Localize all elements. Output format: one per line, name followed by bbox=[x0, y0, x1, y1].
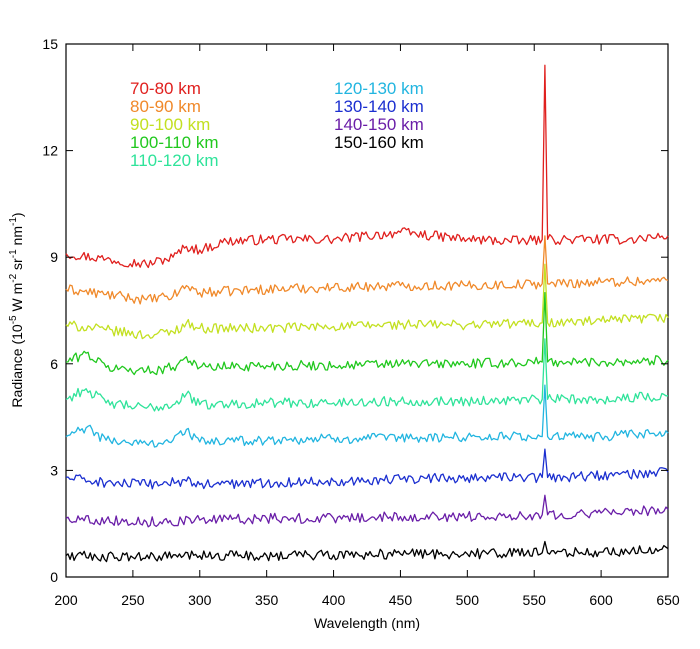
y-axis-title-part: Radiance (10 bbox=[9, 324, 25, 407]
legend-item: 110-120 km bbox=[130, 151, 219, 170]
legend-item: 70-80 km bbox=[130, 79, 201, 98]
y-axis-title-part: nm bbox=[9, 226, 25, 249]
y-tick-label: 6 bbox=[50, 356, 58, 372]
plot-frame bbox=[65, 43, 669, 578]
series-line bbox=[65, 540, 669, 563]
y-tick-label: 12 bbox=[42, 143, 58, 159]
x-tick-label: 550 bbox=[523, 592, 547, 608]
x-tick-label: 400 bbox=[322, 592, 346, 608]
legend-item: 150-160 km bbox=[334, 133, 424, 152]
legend-item: 100-110 km bbox=[130, 133, 219, 152]
x-tick-label: 350 bbox=[255, 592, 279, 608]
legend-item: 80-90 km bbox=[130, 97, 201, 116]
y-tick-label: 0 bbox=[50, 569, 58, 585]
series-line bbox=[65, 263, 669, 340]
series-layer bbox=[65, 64, 669, 563]
x-tick-label: 650 bbox=[656, 592, 680, 608]
y-axis-title-exp: -1 bbox=[8, 217, 19, 226]
x-tick-label: 600 bbox=[589, 592, 613, 608]
x-tick-label: 250 bbox=[121, 592, 145, 608]
legend-item: 130-140 km bbox=[334, 97, 424, 116]
series-line bbox=[65, 448, 669, 490]
x-tick-label: 450 bbox=[389, 592, 413, 608]
y-axis-title-exp: -1 bbox=[8, 249, 19, 258]
y-axis: 0 3 6 9 12 15 bbox=[42, 36, 668, 585]
legend-item: 90-100 km bbox=[130, 115, 210, 134]
y-axis-title-exp: -5 bbox=[8, 315, 19, 324]
legend-item: 140-150 km bbox=[334, 115, 424, 134]
y-tick-label: 3 bbox=[50, 462, 58, 478]
x-axis-title: Wavelength (nm) bbox=[314, 615, 420, 631]
series-line bbox=[65, 292, 669, 376]
y-axis-title: Radiance (10-5 W m-2 sr-1 nm-1) bbox=[8, 212, 25, 407]
x-tick-label: 300 bbox=[188, 592, 212, 608]
series-line bbox=[65, 64, 669, 269]
legend-item: 120-130 km bbox=[334, 79, 424, 98]
y-axis-title-exp: -2 bbox=[8, 273, 19, 282]
y-axis-title-part: W m bbox=[9, 283, 25, 316]
x-tick-label: 500 bbox=[456, 592, 480, 608]
series-line bbox=[65, 494, 669, 528]
x-axis: 200 250 300 350 400 450 500 550 600 650 bbox=[54, 44, 680, 608]
y-axis-title-part: ) bbox=[9, 212, 25, 217]
y-axis-title-part: sr bbox=[9, 258, 25, 274]
series-line bbox=[65, 384, 669, 448]
series-line bbox=[65, 338, 668, 412]
x-tick-label: 200 bbox=[54, 592, 78, 608]
y-tick-label: 9 bbox=[50, 249, 58, 265]
y-tick-label: 15 bbox=[42, 36, 58, 52]
series-line bbox=[65, 235, 669, 305]
